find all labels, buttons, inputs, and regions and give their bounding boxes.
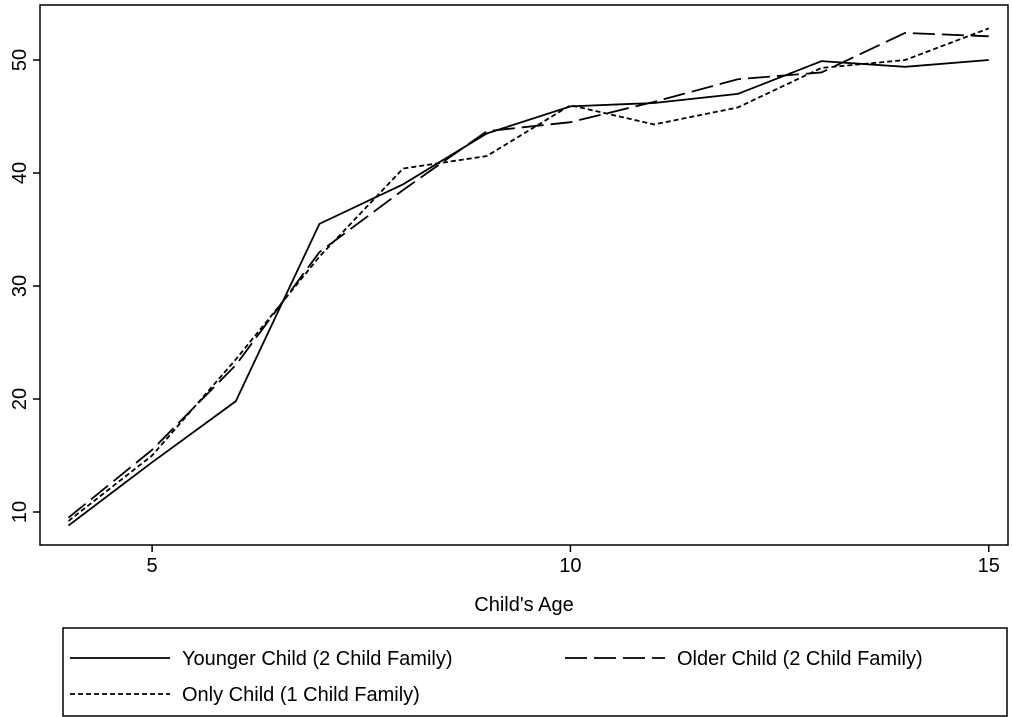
series-line — [67, 27, 990, 522]
x-tick-label: 5 — [147, 555, 158, 577]
x-axis-label: Child's Age — [474, 594, 573, 616]
legend-label: Older Child (2 Child Family) — [677, 648, 923, 670]
y-tick-label: 50 — [9, 49, 31, 71]
y-tick-label: 20 — [9, 388, 31, 410]
legend-label: Only Child (1 Child Family) — [182, 684, 420, 706]
y-tick-label: 30 — [9, 275, 31, 297]
series-line — [67, 59, 989, 527]
legend-box — [62, 627, 1008, 717]
plot-frame — [39, 4, 1009, 546]
series-line — [67, 32, 989, 519]
y-tick-label: 40 — [9, 162, 31, 184]
x-tick-label: 15 — [978, 555, 1000, 577]
x-tick-label: 10 — [559, 555, 581, 577]
y-tick-label: 10 — [9, 501, 31, 523]
legend-label: Younger Child (2 Child Family) — [182, 648, 453, 670]
